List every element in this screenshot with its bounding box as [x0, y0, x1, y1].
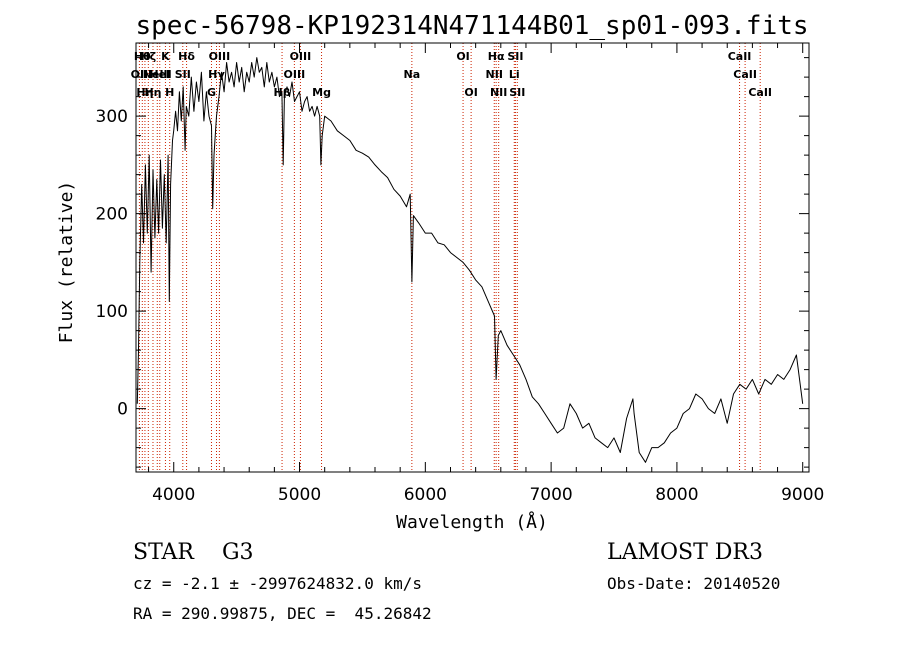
spectrum-line-0: [136, 57, 804, 463]
y-tick-label: 200: [96, 205, 128, 225]
spectrum-series: [136, 57, 804, 463]
spectral-line-label-24: Li: [509, 68, 520, 81]
spectral-line-label-29: CaII: [748, 86, 772, 99]
spectral-line-label-10: Hδ: [178, 50, 195, 63]
survey-name: LAMOST DR3: [607, 540, 763, 565]
y-axis-label: Flux (relative): [56, 181, 77, 344]
x-tick-label: 5000: [278, 485, 321, 505]
spectral-line-label-4: Hη: [144, 86, 161, 99]
spectral-line-label-17: Mg: [312, 86, 331, 99]
spectral-line-label-26: SII: [509, 86, 525, 99]
spectral-line-label-15: OIII: [284, 68, 306, 81]
x-tick-label: 7000: [529, 485, 572, 505]
y-tick-label: 300: [96, 107, 128, 127]
observation-date: Obs-Date: 20140520: [607, 574, 781, 593]
spectral-line-label-27: CaII: [728, 50, 752, 63]
x-tick-label: 4000: [152, 485, 195, 505]
spectral-line-label-20: OI: [464, 86, 477, 99]
spectral-line-label-3: Hζ: [140, 50, 156, 63]
coordinates: RA = 290.99875, DEC = 45.26842: [133, 604, 432, 623]
spectral-line-label-16: OIII: [290, 50, 312, 63]
spectral-line-label-0: OII: [131, 68, 149, 81]
spectral-line-label-13: OIII: [209, 50, 231, 63]
spectral-line-label-28: CaII: [733, 68, 757, 81]
y-axis: 0 100 200 300: [96, 57, 809, 468]
x-tick-label: 8000: [655, 485, 698, 505]
object-class: STAR G3: [133, 540, 254, 565]
x-tick-label: 6000: [404, 485, 447, 505]
spectral-line-label-6: HeI: [149, 68, 170, 81]
spectral-line-label-19: OI: [456, 50, 469, 63]
spectral-line-label-8: H: [165, 86, 174, 99]
y-tick-label: 0: [117, 400, 128, 420]
spectral-line-label-23: NII: [490, 86, 507, 99]
spectral-line-label-7: K: [161, 50, 170, 63]
spectral-line-label-5: NeIII: [143, 68, 172, 81]
x-axis-label: Wavelength (Å): [396, 511, 548, 533]
spectral-line-label-9: SII: [175, 68, 191, 81]
spectral-line-label-22: Hα: [488, 50, 505, 63]
spectral-line-labels: OIIHθHηHζHηNeIIIHeIKHSIIHδGHγOIIIHβOIIIO…: [131, 50, 772, 99]
x-tick-label: 9000: [781, 485, 824, 505]
spectral-line-label-2: Hη: [136, 86, 153, 99]
redshift-info: cz = -2.1 ± -2997624832.0 km/s: [133, 574, 422, 593]
x-axis: 4000 5000 6000 7000 8000 9000: [148, 43, 824, 505]
spectral-line-label-21: NII: [486, 68, 503, 81]
spectral-line-label-18: Na: [404, 68, 421, 81]
spectral-line-markers: [138, 43, 761, 472]
spectral-line-label-25: SII: [507, 50, 523, 63]
y-tick-label: 100: [96, 302, 128, 322]
spectral-line-label-1: Hθ: [134, 50, 151, 63]
plot-frame: [135, 42, 810, 473]
spectral-line-label-11: G: [207, 86, 216, 99]
chart-title: spec-56798-KP192314N471144B01_sp01-093.f…: [135, 11, 808, 41]
